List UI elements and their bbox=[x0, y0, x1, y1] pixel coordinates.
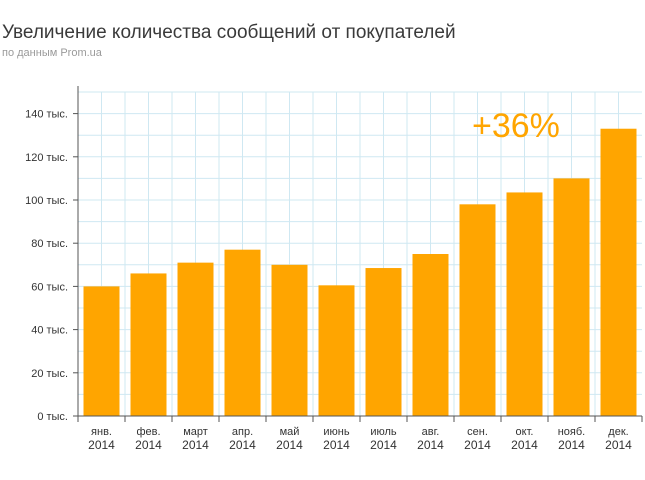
bars bbox=[83, 128, 637, 416]
bar bbox=[271, 264, 308, 416]
x-tick-year: 2014 bbox=[182, 438, 209, 452]
bar bbox=[459, 204, 496, 416]
growth-annotation: +36% bbox=[472, 107, 560, 145]
bar bbox=[83, 286, 120, 416]
tick-labels: 0 тыс. 20 тыс. 40 тыс. 60 тыс. 80 тыс. 100 ты… bbox=[25, 109, 632, 452]
bar bbox=[553, 178, 590, 416]
y-tick-label: 120 тыс. bbox=[25, 152, 68, 164]
x-tick-year: 2014 bbox=[370, 438, 397, 452]
axes bbox=[73, 86, 643, 422]
x-tick-month: май bbox=[280, 426, 300, 438]
x-tick-year: 2014 bbox=[464, 438, 491, 452]
x-tick-month: апр. bbox=[232, 426, 253, 438]
x-tick-year: 2014 bbox=[605, 438, 632, 452]
x-tick-year: 2014 bbox=[323, 438, 350, 452]
x-tick-year: 2014 bbox=[229, 438, 256, 452]
x-tick-year: 2014 bbox=[558, 438, 585, 452]
x-tick-month: март bbox=[183, 426, 208, 438]
x-tick-year: 2014 bbox=[88, 438, 115, 452]
x-tick-month: сен. bbox=[467, 426, 488, 438]
bar bbox=[177, 262, 214, 416]
x-tick-month: янв. bbox=[91, 426, 112, 438]
bar bbox=[600, 128, 637, 416]
chart-subtitle: по данным Prom.ua bbox=[2, 47, 102, 59]
x-tick-year: 2014 bbox=[511, 438, 538, 452]
x-tick-year: 2014 bbox=[417, 438, 444, 452]
x-tick-month: нояб. bbox=[558, 426, 586, 438]
y-tick-label: 20 тыс. bbox=[31, 368, 68, 380]
bar bbox=[224, 249, 261, 416]
bar bbox=[412, 254, 449, 416]
x-tick-month: июнь bbox=[323, 426, 349, 438]
y-tick-label: 140 тыс. bbox=[25, 109, 68, 121]
bar bbox=[318, 285, 355, 416]
y-tick-label: 100 тыс. bbox=[25, 195, 68, 207]
y-tick-label: 40 тыс. bbox=[31, 325, 68, 337]
y-tick-label: 80 тыс. bbox=[31, 238, 68, 250]
x-tick-month: авг. bbox=[422, 426, 440, 438]
x-tick-month: июль bbox=[370, 426, 397, 438]
chart-title: Увеличение количества сообщений от покуп… bbox=[2, 22, 456, 43]
x-tick-month: фев. bbox=[136, 426, 160, 438]
bar bbox=[365, 268, 402, 416]
x-tick-month: дек. bbox=[608, 426, 628, 438]
x-tick-year: 2014 bbox=[135, 438, 162, 452]
y-tick-label: 0 тыс. bbox=[37, 411, 68, 423]
x-tick-month: окт. bbox=[516, 426, 534, 438]
bar bbox=[130, 273, 167, 416]
y-tick-label: 60 тыс. bbox=[31, 281, 68, 293]
bar bbox=[506, 192, 543, 416]
x-tick-year: 2014 bbox=[276, 438, 303, 452]
